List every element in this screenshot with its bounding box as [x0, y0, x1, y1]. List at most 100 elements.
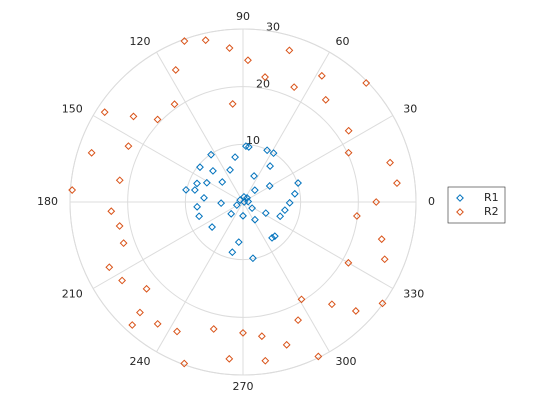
- point: [265, 182, 274, 190]
- point: [100, 108, 109, 117]
- point: [377, 235, 386, 244]
- point: [372, 198, 381, 206]
- point: [173, 327, 181, 336]
- theta-tick-label: 180: [37, 195, 58, 208]
- point: [380, 255, 389, 264]
- point: [282, 340, 291, 349]
- point: [124, 142, 133, 151]
- point: [105, 263, 114, 272]
- point: [250, 186, 259, 195]
- r-grid-circle: [127, 86, 359, 318]
- point: [193, 179, 201, 188]
- point: [208, 223, 216, 231]
- point: [115, 176, 124, 185]
- point: [250, 172, 258, 180]
- point: [201, 36, 210, 45]
- point: [170, 100, 179, 109]
- point: [225, 44, 234, 52]
- point: [344, 258, 353, 267]
- point: [234, 238, 243, 247]
- point: [107, 207, 116, 216]
- legend-label: R2: [484, 205, 499, 218]
- point: [218, 178, 227, 186]
- point: [294, 316, 302, 325]
- point: [263, 146, 272, 155]
- point: [266, 162, 274, 170]
- point: [87, 148, 96, 157]
- point: [290, 189, 299, 198]
- point: [119, 239, 128, 248]
- point: [236, 196, 245, 204]
- theta-tick-label: 0: [428, 195, 435, 208]
- point: [321, 95, 330, 104]
- point: [351, 307, 360, 315]
- point: [227, 209, 236, 218]
- point: [344, 148, 353, 157]
- theta-tick-label: 150: [62, 103, 83, 116]
- polar-outline: [69, 28, 417, 376]
- point: [209, 325, 218, 333]
- point: [297, 295, 306, 304]
- theta-grid-line: [156, 51, 244, 203]
- r-tick-label: 30: [266, 21, 280, 34]
- point: [261, 73, 269, 81]
- point: [136, 308, 144, 317]
- point: [285, 46, 294, 55]
- point: [352, 212, 361, 220]
- theta-tick-label: 330: [403, 288, 424, 301]
- r-grid-circle: [184, 143, 302, 261]
- theta-tick-label: 210: [62, 288, 83, 301]
- point: [180, 359, 189, 368]
- theta-grid-line: [156, 201, 244, 353]
- point: [249, 254, 257, 263]
- point: [261, 356, 270, 365]
- r-tick-label: 20: [256, 77, 270, 90]
- point: [153, 319, 162, 328]
- theta-tick-label: 60: [336, 35, 350, 48]
- point: [228, 248, 237, 257]
- point: [118, 276, 126, 285]
- legend-label: R1: [484, 191, 499, 204]
- point: [182, 185, 190, 194]
- point: [244, 56, 252, 65]
- point: [239, 211, 247, 220]
- point: [225, 354, 234, 363]
- point: [314, 352, 323, 361]
- point: [196, 163, 204, 172]
- point: [344, 126, 353, 135]
- legend-box: [447, 186, 506, 224]
- point: [269, 149, 278, 158]
- point: [244, 143, 253, 151]
- point: [115, 222, 124, 230]
- theta-tick-label: 240: [130, 355, 151, 368]
- point: [386, 158, 394, 167]
- point: [257, 332, 266, 341]
- point: [290, 83, 299, 92]
- point: [231, 153, 239, 162]
- point: [217, 199, 226, 208]
- point: [200, 193, 208, 202]
- theta-grid-line: [92, 115, 244, 203]
- point: [362, 79, 371, 87]
- theta-grid-line: [242, 201, 330, 353]
- theta-tick-label: 30: [403, 103, 417, 116]
- point: [244, 197, 253, 206]
- point: [142, 284, 151, 293]
- point: [327, 300, 336, 309]
- point: [209, 166, 217, 175]
- point: [378, 299, 387, 308]
- point: [202, 178, 211, 187]
- point: [129, 112, 138, 121]
- point: [226, 166, 234, 174]
- theta-tick-label: 270: [233, 380, 254, 393]
- point: [280, 206, 289, 215]
- theta-grid-line: [92, 201, 244, 289]
- point: [393, 179, 401, 188]
- point: [268, 233, 276, 242]
- theta-grid-line: [242, 201, 394, 289]
- theta-grid-line: [242, 51, 330, 203]
- point: [180, 37, 189, 45]
- point: [128, 321, 137, 329]
- point: [207, 150, 215, 159]
- point: [228, 100, 237, 108]
